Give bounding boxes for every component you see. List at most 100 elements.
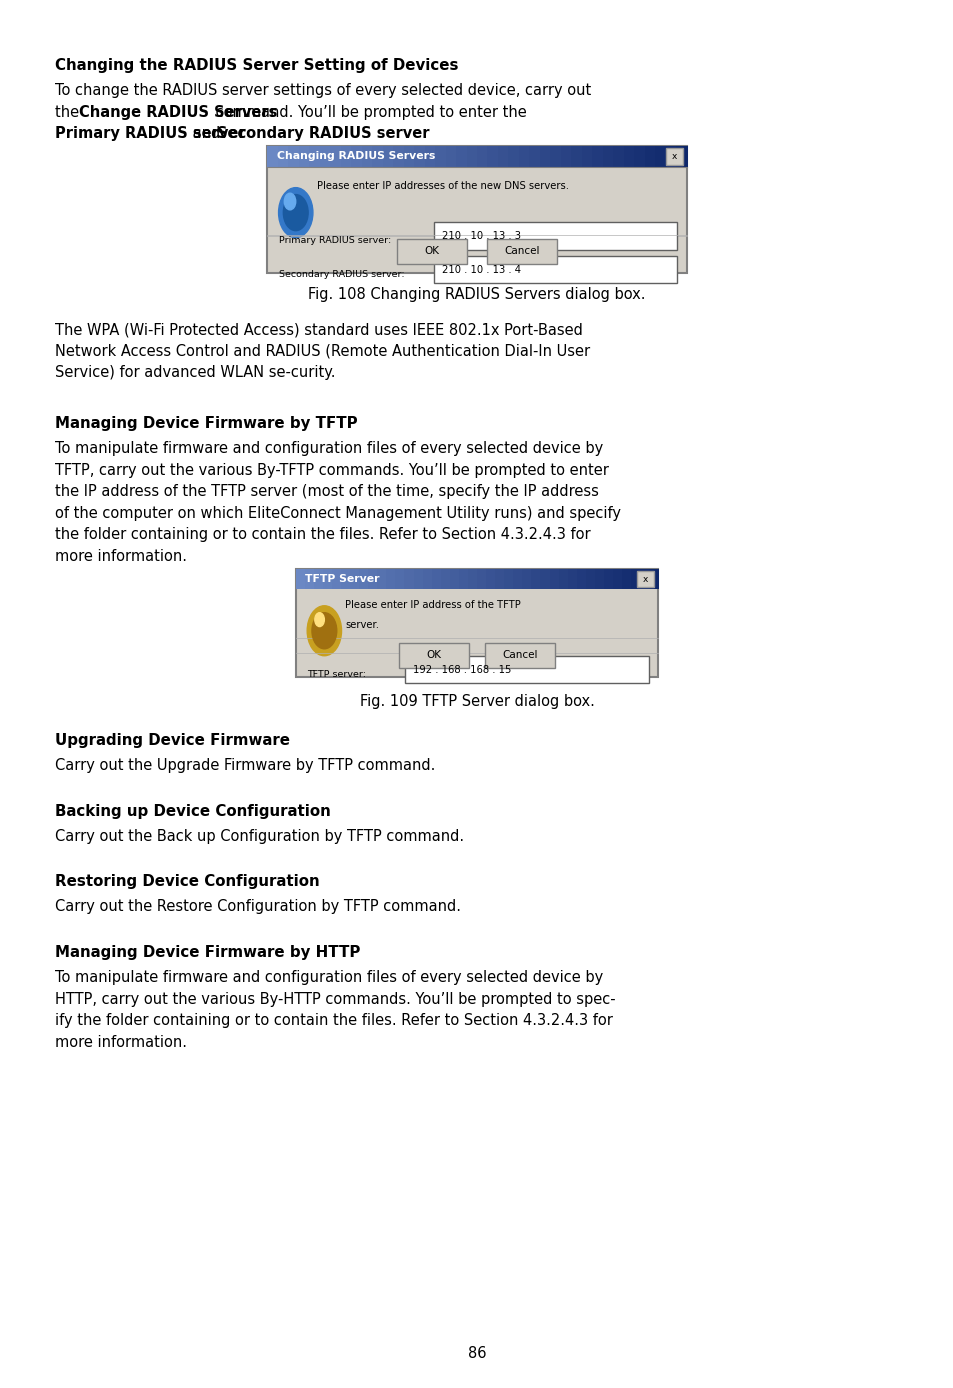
Bar — [585, 569, 595, 589]
Text: Backing up Device Configuration: Backing up Device Configuration — [55, 804, 331, 819]
Text: and: and — [188, 126, 224, 142]
Text: HTTP, carry out the various By-HTTP commands. You’ll be prompted to spec-: HTTP, carry out the various By-HTTP comm… — [55, 992, 616, 1006]
Bar — [305, 569, 314, 589]
Text: To manipulate firmware and configuration files of every selected device by: To manipulate firmware and configuration… — [55, 441, 603, 457]
Bar — [330, 146, 341, 167]
Bar — [503, 569, 514, 589]
Bar — [450, 569, 459, 589]
Bar — [267, 146, 278, 167]
Text: TFTP server:: TFTP server: — [307, 669, 366, 679]
Text: Restoring Device Configuration: Restoring Device Configuration — [55, 874, 319, 890]
Text: Changing RADIUS Servers: Changing RADIUS Servers — [276, 151, 435, 161]
Text: x: x — [642, 575, 648, 583]
Bar — [340, 146, 352, 167]
Text: Managing Device Firmware by TFTP: Managing Device Firmware by TFTP — [55, 416, 357, 432]
Circle shape — [278, 187, 313, 237]
Bar — [319, 146, 331, 167]
Text: Fig. 109 TFTP Server dialog box.: Fig. 109 TFTP Server dialog box. — [359, 694, 594, 709]
Bar — [395, 569, 405, 589]
Text: TFTP, carry out the various By-TFTP commands. You’ll be prompted to enter: TFTP, carry out the various By-TFTP comm… — [55, 464, 609, 477]
Bar — [529, 146, 540, 167]
FancyBboxPatch shape — [267, 146, 686, 273]
Text: To change the RADIUS server settings of every selected device, carry out: To change the RADIUS server settings of … — [55, 83, 591, 99]
Text: Service) for advanced WLAN se­curity.: Service) for advanced WLAN se­curity. — [55, 365, 335, 380]
Bar — [288, 146, 299, 167]
Bar — [576, 569, 586, 589]
Bar — [458, 569, 468, 589]
Bar — [372, 146, 383, 167]
Bar — [414, 569, 423, 589]
Text: Changing the RADIUS Server Setting of Devices: Changing the RADIUS Server Setting of De… — [55, 58, 458, 74]
Text: Carry out the Back up Configuration by TFTP command.: Carry out the Back up Configuration by T… — [55, 829, 464, 844]
Bar — [332, 569, 341, 589]
Text: Secondary RADIUS server:: Secondary RADIUS server: — [278, 269, 404, 279]
Text: Cancel: Cancel — [501, 650, 537, 661]
Bar — [431, 569, 441, 589]
Text: more information.: more information. — [55, 548, 187, 564]
Text: Upgrading Device Firmware: Upgrading Device Firmware — [55, 733, 290, 748]
Text: Primary RADIUS server:: Primary RADIUS server: — [278, 236, 391, 246]
Bar — [655, 146, 666, 167]
Bar — [445, 146, 456, 167]
Bar — [350, 569, 359, 589]
Bar — [571, 146, 582, 167]
Circle shape — [284, 193, 295, 210]
FancyBboxPatch shape — [434, 255, 677, 283]
Bar — [277, 146, 289, 167]
Bar — [456, 146, 467, 167]
Text: Carry out the Restore Configuration by TFTP command.: Carry out the Restore Configuration by T… — [55, 899, 461, 915]
Bar — [393, 146, 404, 167]
FancyBboxPatch shape — [486, 239, 557, 264]
Text: ify the folder containing or to contain the files. Refer to Section 4.3.2.4.3 fo: ify the folder containing or to contain … — [55, 1013, 613, 1029]
Bar — [613, 146, 624, 167]
Bar — [644, 146, 656, 167]
Bar — [495, 569, 505, 589]
Bar — [508, 146, 519, 167]
Text: TFTP Server: TFTP Server — [305, 575, 379, 584]
Text: server.: server. — [345, 619, 379, 630]
Bar — [592, 146, 603, 167]
Circle shape — [314, 612, 324, 626]
Bar — [486, 569, 496, 589]
Bar — [522, 569, 532, 589]
Text: Please enter IP addresses of the new DNS servers.: Please enter IP addresses of the new DNS… — [316, 180, 568, 190]
Bar — [549, 569, 558, 589]
Text: the: the — [55, 105, 84, 119]
Bar — [424, 146, 436, 167]
Bar — [539, 569, 550, 589]
Bar — [623, 146, 635, 167]
Bar — [382, 146, 394, 167]
Text: Primary RADIUS server: Primary RADIUS server — [55, 126, 246, 142]
FancyBboxPatch shape — [484, 643, 555, 668]
Bar — [435, 146, 446, 167]
Bar — [539, 146, 551, 167]
FancyBboxPatch shape — [665, 147, 682, 165]
Bar — [581, 146, 593, 167]
Text: x: x — [671, 151, 677, 161]
Bar — [621, 569, 631, 589]
Text: command. You’ll be prompted to enter the: command. You’ll be prompted to enter the — [211, 105, 526, 119]
Text: Fig. 108 Changing RADIUS Servers dialog box.: Fig. 108 Changing RADIUS Servers dialog … — [308, 287, 645, 303]
FancyBboxPatch shape — [637, 570, 654, 587]
Bar — [309, 146, 320, 167]
Bar — [295, 569, 305, 589]
Text: Carry out the Upgrade Firmware by TFTP command.: Carry out the Upgrade Firmware by TFTP c… — [55, 758, 436, 773]
Bar — [358, 569, 369, 589]
Text: Managing Device Firmware by HTTP: Managing Device Firmware by HTTP — [55, 945, 360, 960]
Text: 210 . 10 . 13 . 3: 210 . 10 . 13 . 3 — [441, 232, 520, 242]
Text: of the computer on which EliteConnect Management Utility runs) and specify: of the computer on which EliteConnect Ma… — [55, 505, 620, 520]
Bar — [403, 146, 415, 167]
Bar — [487, 146, 498, 167]
Circle shape — [312, 612, 336, 648]
Bar — [594, 569, 604, 589]
Text: Cancel: Cancel — [503, 246, 539, 257]
Bar — [386, 569, 396, 589]
Bar — [368, 569, 377, 589]
Bar — [665, 146, 677, 167]
Bar — [639, 569, 650, 589]
Text: OK: OK — [424, 246, 439, 257]
Text: To manipulate firmware and configuration files of every selected device by: To manipulate firmware and configuration… — [55, 970, 603, 985]
Circle shape — [283, 194, 308, 230]
Bar — [422, 569, 432, 589]
Bar — [467, 569, 477, 589]
